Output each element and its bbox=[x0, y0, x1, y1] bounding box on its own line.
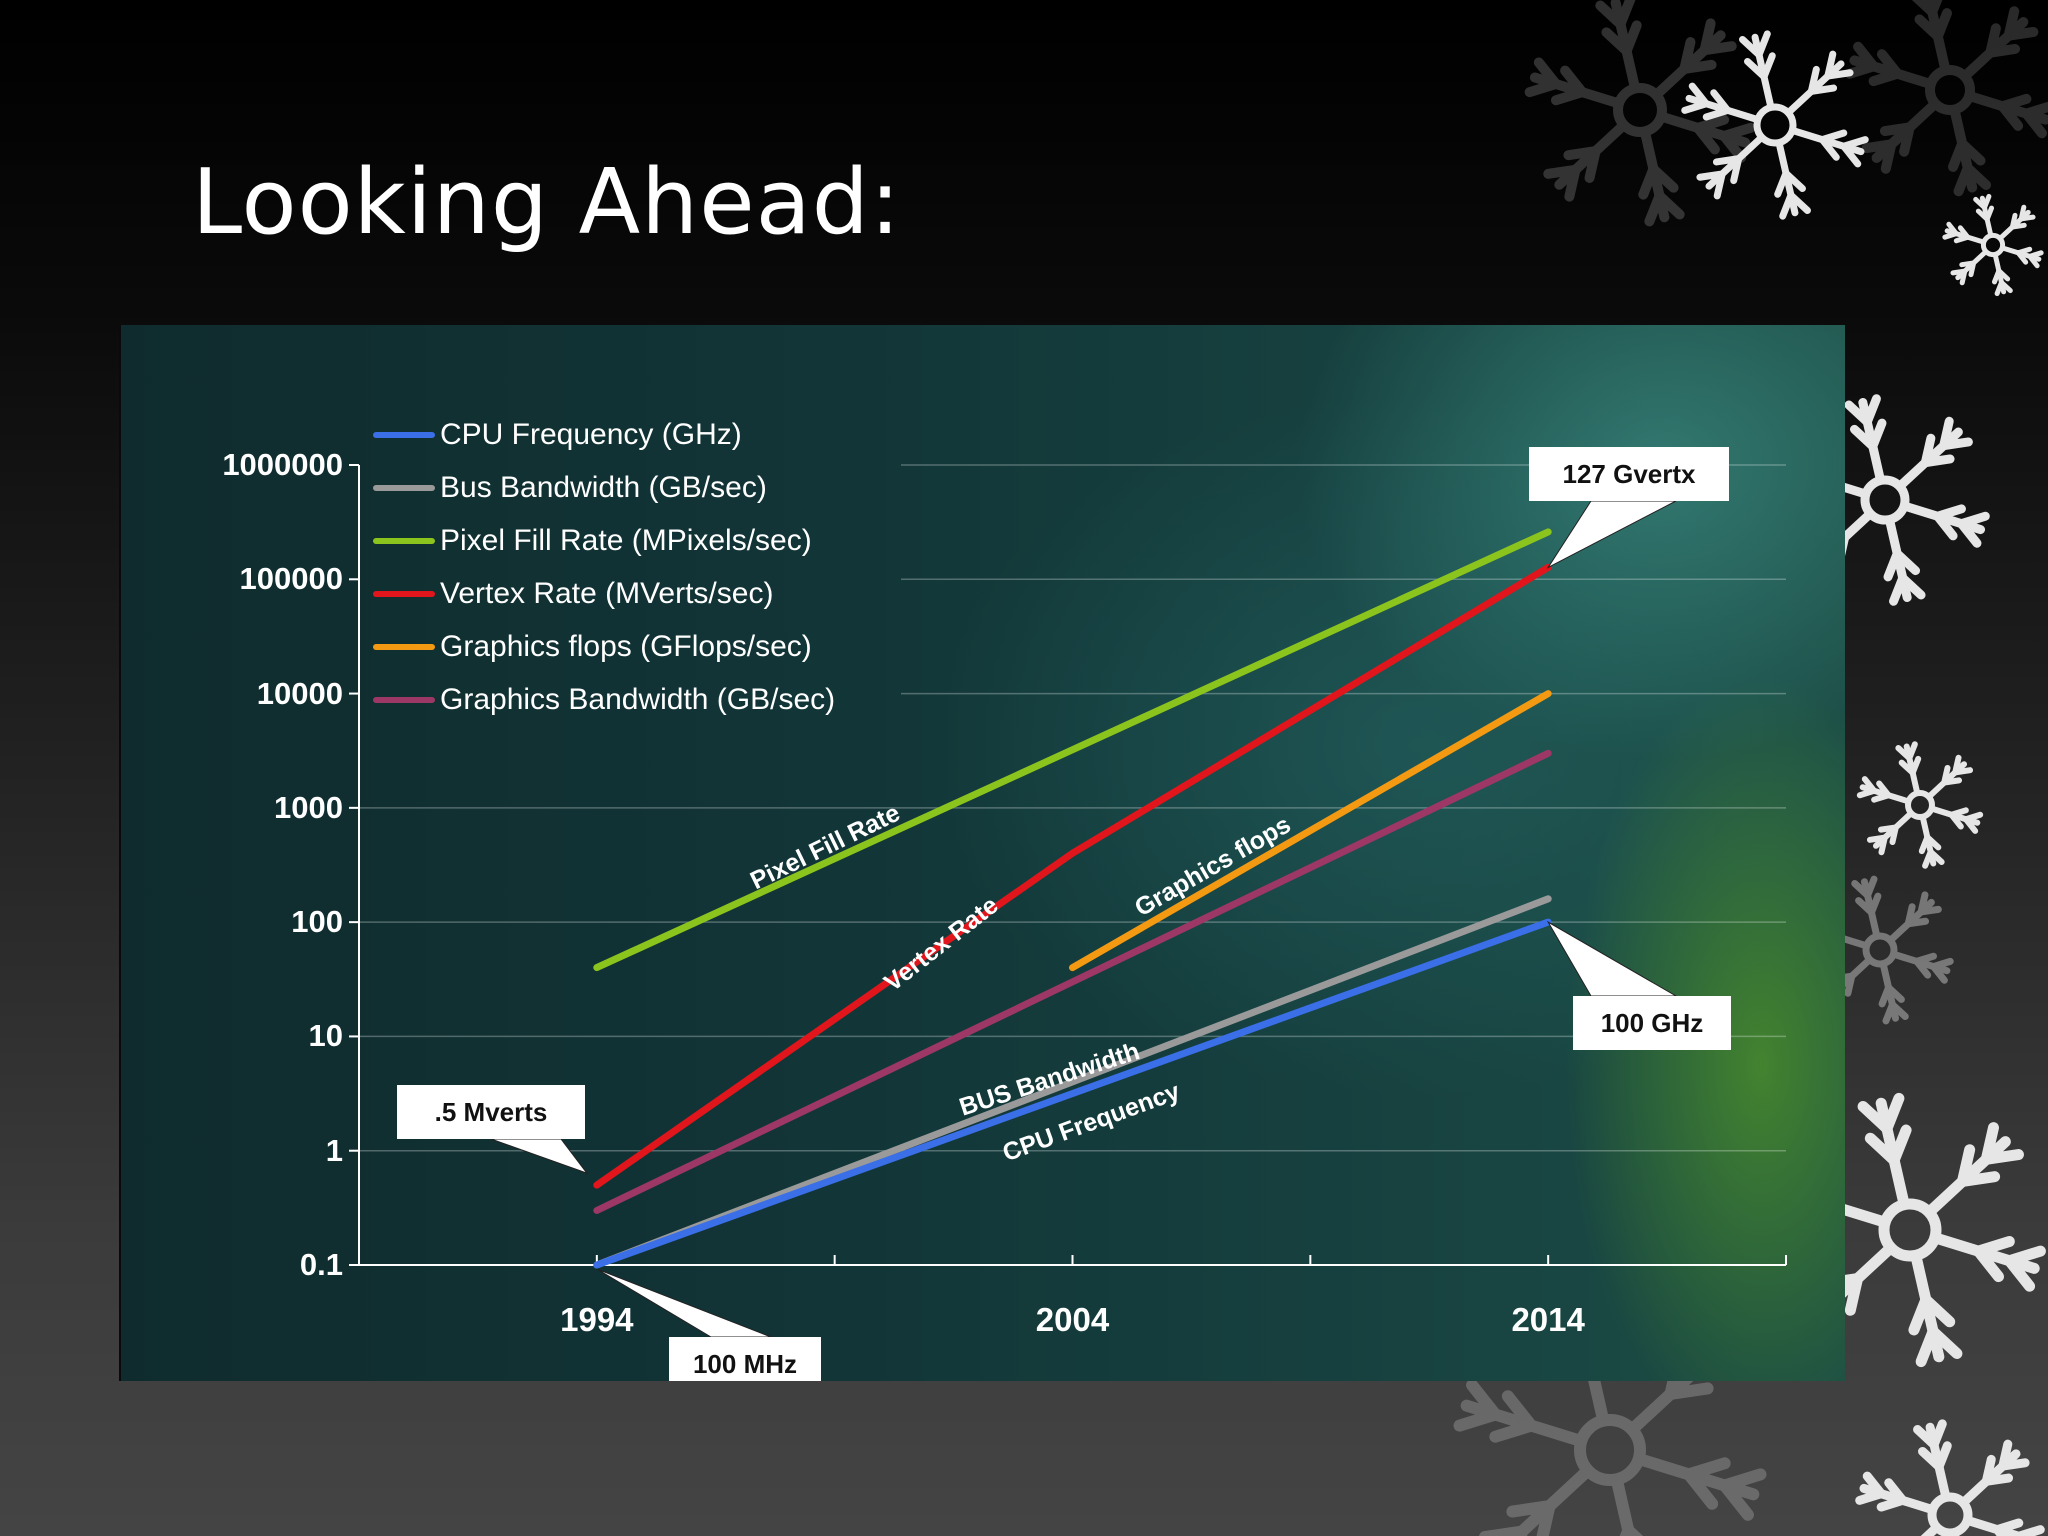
chart-plot bbox=[349, 464, 1787, 1338]
callout-100-ghz: 100 GHz bbox=[1573, 996, 1731, 1050]
legend-swatch-bus-bandwidth bbox=[373, 485, 435, 491]
legend-label-bus-bandwidth: Bus Bandwidth (GB/sec) bbox=[440, 471, 767, 504]
series-line-cpu-frequency bbox=[593, 918, 1552, 1269]
x-tick-label: 2004 bbox=[1035, 1301, 1110, 1338]
series-line-graphics-flops bbox=[1069, 690, 1552, 972]
legend-swatch-graphics-flops bbox=[373, 644, 435, 650]
snowflake-icon bbox=[1524, 0, 1756, 227]
snowflake-icon bbox=[1942, 193, 2044, 297]
callout-05-mverts: .5 Mverts bbox=[397, 1085, 585, 1139]
y-tick-label: 0.1 bbox=[299, 1247, 343, 1282]
callout-pointer bbox=[1546, 500, 1677, 569]
y-tick-label: 10000 bbox=[256, 675, 343, 711]
snowflake-icon bbox=[1844, 0, 2048, 197]
x-tick-label: 1994 bbox=[560, 1301, 634, 1338]
callout-100-mhz: 100 MHz bbox=[669, 1337, 821, 1381]
legend-swatch-pixel-fill-rate bbox=[373, 538, 435, 544]
legend-swatch-vertex-rate bbox=[373, 591, 435, 597]
y-tick-label: 10 bbox=[308, 1018, 343, 1054]
slide-title: Looking Ahead: bbox=[192, 150, 902, 255]
callout-127-gvertx: 127 Gvertx bbox=[1529, 447, 1729, 501]
y-tick-label: 1 bbox=[325, 1132, 343, 1168]
chart-panel: 1000000 100000 10000 1000 100 10 1 0.1 1994 2004… bbox=[119, 325, 1845, 1381]
legend-label-vertex-rate: Vertex Rate (MVerts/sec) bbox=[440, 577, 774, 610]
x-tick-label: 2014 bbox=[1511, 1301, 1585, 1338]
legend-swatch-cpu-frequency bbox=[373, 432, 435, 438]
y-tick-label: 100000 bbox=[239, 561, 343, 597]
y-tick-label: 1000 bbox=[274, 789, 343, 825]
y-tick-label: 100 bbox=[291, 904, 343, 940]
legend-label-graphics-bandwidth: Graphics Bandwidth (GB/sec) bbox=[440, 683, 836, 716]
series-line-pixel-fill-rate bbox=[593, 528, 1552, 972]
legend-swatch-graphics-bandwidth bbox=[373, 697, 435, 703]
callout-pointer bbox=[1546, 920, 1678, 997]
legend-label-pixel-fill-rate: Pixel Fill Rate (MPixels/sec) bbox=[440, 524, 812, 557]
y-tick-label: 1000000 bbox=[222, 447, 343, 482]
legend-label-cpu-frequency: CPU Frequency (GHz) bbox=[440, 418, 742, 451]
series-line-graphics-bandwidth bbox=[593, 749, 1552, 1214]
callout-pointer bbox=[490, 1138, 589, 1175]
series-line-bus-bandwidth bbox=[593, 895, 1552, 1269]
snowflake-icon bbox=[1681, 30, 1869, 220]
snowflake-icon bbox=[1855, 1419, 2045, 1536]
series-line-vertex-rate bbox=[593, 563, 1552, 1189]
snowflake-icon bbox=[1856, 741, 1984, 869]
legend-label-graphics-flops: Graphics flops (GFlops/sec) bbox=[440, 630, 812, 663]
